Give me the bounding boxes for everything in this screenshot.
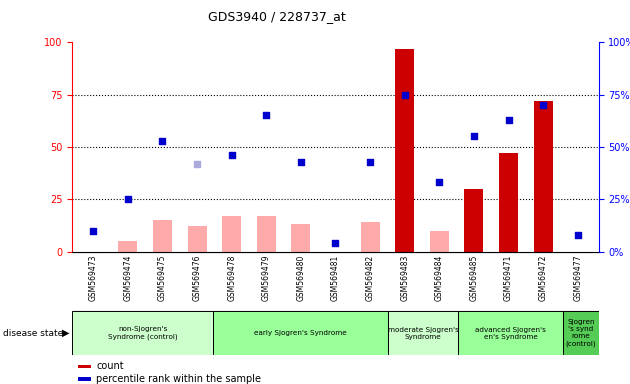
Point bbox=[88, 227, 98, 233]
Text: GSM569476: GSM569476 bbox=[193, 255, 202, 301]
Point bbox=[573, 232, 583, 238]
Point bbox=[434, 179, 444, 185]
Bar bbox=[77, 364, 91, 368]
Point bbox=[261, 113, 272, 119]
Text: GSM569480: GSM569480 bbox=[296, 255, 306, 301]
Text: GDS3940 / 228737_at: GDS3940 / 228737_at bbox=[209, 10, 346, 23]
Text: GSM569477: GSM569477 bbox=[573, 255, 582, 301]
Bar bbox=[213, 311, 388, 355]
Bar bbox=[563, 311, 598, 355]
Text: GSM569475: GSM569475 bbox=[158, 255, 167, 301]
Text: ▶: ▶ bbox=[62, 328, 69, 338]
Bar bbox=[77, 377, 91, 381]
Text: early Sjogren's Syndrome: early Sjogren's Syndrome bbox=[254, 330, 346, 336]
Bar bbox=[153, 220, 172, 252]
Bar bbox=[360, 222, 380, 252]
Text: percentile rank within the sample: percentile rank within the sample bbox=[96, 374, 261, 384]
Bar bbox=[464, 189, 483, 252]
Text: non-Sjogren's
Syndrome (control): non-Sjogren's Syndrome (control) bbox=[108, 326, 178, 340]
Point bbox=[158, 137, 168, 144]
Bar bbox=[534, 101, 553, 252]
Text: moderate Sjogren's
Syndrome: moderate Sjogren's Syndrome bbox=[387, 327, 459, 339]
Text: GSM569483: GSM569483 bbox=[400, 255, 410, 301]
Bar bbox=[291, 224, 311, 252]
Point bbox=[123, 196, 133, 202]
Point bbox=[538, 102, 548, 108]
Point bbox=[227, 152, 237, 158]
Text: GSM569472: GSM569472 bbox=[539, 255, 547, 301]
Bar bbox=[222, 216, 241, 252]
Bar bbox=[458, 311, 563, 355]
Bar bbox=[430, 230, 449, 252]
Bar bbox=[395, 48, 414, 252]
Point bbox=[503, 117, 513, 123]
Bar bbox=[72, 311, 213, 355]
Point bbox=[469, 133, 479, 139]
Text: GSM569482: GSM569482 bbox=[365, 255, 375, 301]
Text: GSM569474: GSM569474 bbox=[123, 255, 132, 301]
Bar bbox=[499, 153, 518, 252]
Text: GSM569484: GSM569484 bbox=[435, 255, 444, 301]
Text: GSM569478: GSM569478 bbox=[227, 255, 236, 301]
Text: GSM569473: GSM569473 bbox=[89, 255, 98, 301]
Text: GSM569485: GSM569485 bbox=[469, 255, 478, 301]
Point bbox=[192, 161, 202, 167]
Text: GSM569479: GSM569479 bbox=[261, 255, 271, 301]
Point bbox=[330, 240, 340, 246]
Text: advanced Sjogren's
en's Syndrome: advanced Sjogren's en's Syndrome bbox=[476, 327, 546, 339]
Text: disease state: disease state bbox=[3, 329, 64, 338]
Text: count: count bbox=[96, 361, 123, 371]
Point bbox=[399, 91, 410, 98]
Text: GSM569471: GSM569471 bbox=[504, 255, 513, 301]
Point bbox=[296, 159, 306, 165]
Text: GSM569481: GSM569481 bbox=[331, 255, 340, 301]
Bar bbox=[388, 311, 458, 355]
Bar bbox=[188, 227, 207, 252]
Text: Sjogren
's synd
rome
(control): Sjogren 's synd rome (control) bbox=[566, 319, 596, 347]
Bar bbox=[118, 241, 137, 252]
Bar bbox=[257, 216, 276, 252]
Point bbox=[365, 159, 375, 165]
